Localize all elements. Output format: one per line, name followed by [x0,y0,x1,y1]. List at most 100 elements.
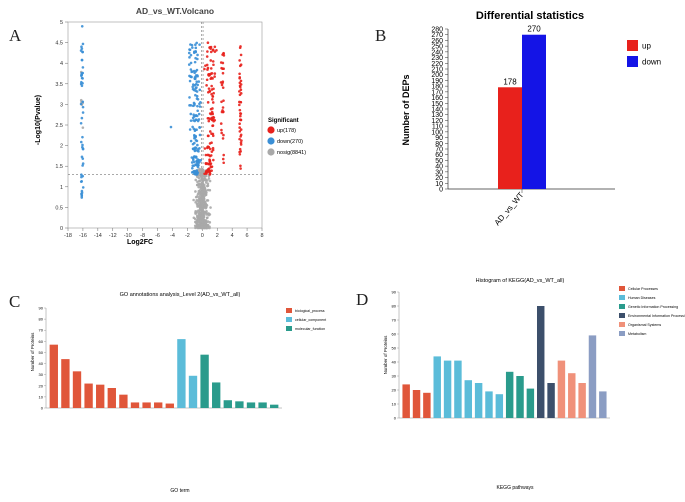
legend-label: up [642,42,651,51]
volcano-point [201,207,204,211]
volcano-point [221,137,225,140]
y-tick-label: 50 [392,346,397,351]
volcano-point [211,112,214,115]
y-tick-label: 70 [392,318,397,323]
y-tick-label: 4 [60,61,63,67]
volcano-point [205,210,208,213]
volcano-point [196,175,199,178]
y-tick-label: 0 [41,406,44,411]
y-tick-label: 0 [60,226,63,232]
volcano-point [201,223,204,227]
volcano-point [206,116,210,120]
volcano-point [195,128,198,131]
bar [557,360,566,418]
volcano-point [210,141,213,144]
volcano-point [200,225,204,228]
volcano-point [222,161,225,165]
bar [235,401,244,408]
volcano-point [80,80,83,84]
volcano-point [195,220,199,224]
volcano-point [201,213,204,216]
volcano-point [239,118,243,122]
legend-label: Human Diseases [628,296,656,300]
volcano-point [200,175,204,178]
diff-stats-chart: Differential statistics 0102030405060708… [401,10,661,227]
bar [200,354,209,408]
volcano-point [193,102,196,106]
volcano-point [196,53,199,57]
volcano-point [203,67,206,71]
y-tick-label: 200 [431,72,443,79]
volcano-point [194,89,197,93]
legend-swatch [619,286,625,291]
diff-stats-title: Differential statistics [476,10,584,22]
volcano-point [210,76,213,80]
volcano-point [208,169,212,173]
legend-label: Cellular Processes [628,287,658,291]
volcano-point [195,86,198,89]
volcano-point [212,91,215,95]
y-tick-label: 1.5 [55,164,63,170]
volcano-point [210,84,213,88]
bar [130,402,140,408]
volcano-point [239,53,243,57]
volcano-point [198,126,201,129]
bar [402,384,410,418]
volcano-point [239,143,243,146]
volcano-point [206,41,210,44]
volcano-point [204,174,208,178]
volcano-point [80,74,83,78]
bar [258,402,267,408]
volcano-point [189,119,193,122]
volcano-point [197,112,201,116]
volcano-point [209,165,213,168]
bar [61,359,70,408]
bar [526,388,535,418]
volcano-point [200,178,204,181]
y-tick-label: 4.5 [55,41,63,47]
volcano-point [201,217,204,221]
volcano-point [238,76,242,79]
volcano-xlabel: Log2FC [127,239,153,246]
legend-label: down [642,58,661,67]
volcano-point [211,95,215,98]
volcano-point [204,224,207,228]
volcano-point [190,171,194,174]
volcano-point [206,199,210,202]
volcano-point [190,156,194,159]
volcano-point [199,192,203,196]
volcano-point [79,121,83,125]
volcano-point [192,127,196,131]
volcano-point [193,155,196,158]
bar [270,404,279,408]
volcano-point [195,161,199,164]
volcano-point [220,100,223,104]
volcano-point [210,92,213,96]
volcano-point [189,68,193,71]
y-tick-label: 10 [392,402,397,407]
legend-swatch [619,304,625,309]
volcano-point [213,72,217,75]
volcano-point [239,164,242,168]
volcano-point [193,149,197,153]
bar [423,392,431,418]
data-label-up: 178 [503,77,517,86]
volcano-point [208,162,211,165]
volcano-point [198,43,201,46]
y-tick-label: 130 [431,112,443,119]
y-tick-label: 0 [394,416,397,421]
volcano-point [221,157,225,161]
y-tick-label: 210 [431,67,443,74]
volcano-point [201,187,205,191]
volcano-point [211,124,215,127]
volcano-point [193,172,196,176]
volcano-point [195,41,198,45]
volcano-point [79,102,83,106]
volcano-point [221,61,225,65]
volcano-point [196,104,199,108]
legend-swatch [286,326,292,331]
y-tick-label: 150 [431,101,443,108]
y-tick-label: 220 [431,61,443,68]
volcano-point [205,55,209,58]
volcano-point [194,70,198,73]
